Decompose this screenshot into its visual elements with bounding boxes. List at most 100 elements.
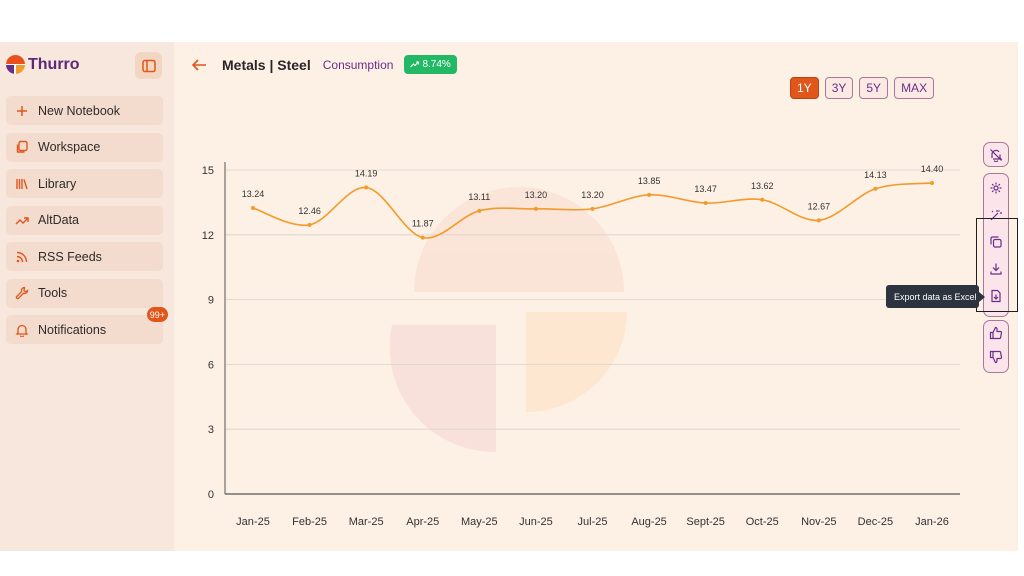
- series-points: [251, 180, 934, 240]
- sidebar-item-new-notebook[interactable]: New Notebook: [6, 96, 163, 125]
- y-tick-label: 15: [202, 165, 214, 177]
- settings-button[interactable]: [985, 174, 1007, 201]
- export-tooltip: Export data as Excel: [886, 285, 985, 308]
- notification-count-badge: 99+: [146, 307, 168, 322]
- library-icon: [16, 178, 28, 189]
- data-point: [590, 206, 595, 211]
- x-tick-label: Mar-25: [349, 516, 384, 528]
- x-tick-label: Jan-25: [236, 516, 270, 528]
- page-title: Metals | Steel: [222, 56, 311, 73]
- thumbs-up-button[interactable]: [985, 321, 1007, 345]
- sidebar-item-workspace[interactable]: Workspace: [6, 132, 163, 162]
- y-tick-label: 12: [202, 230, 214, 242]
- data-label: 12.46: [298, 206, 321, 216]
- range-3y-button[interactable]: 3Y: [824, 77, 854, 99]
- y-axis-ticks: 0 3 6 9 12 15: [202, 165, 214, 501]
- thumbs-up-icon: [989, 326, 1003, 340]
- feedback-toolbar: [983, 320, 1009, 373]
- x-tick-label: Dec-25: [858, 516, 893, 528]
- rss-icon: [16, 251, 28, 262]
- data-label: 13.20: [525, 190, 548, 200]
- data-point: [816, 218, 821, 223]
- trend-up-icon: [410, 61, 420, 68]
- back-arrow-icon[interactable]: [190, 57, 208, 73]
- page-subtitle: Consumption: [322, 57, 394, 72]
- app-frame: Thurro New Notebook Workspace Library Al…: [0, 42, 1024, 551]
- sidebar-panel-icon: [141, 59, 156, 72]
- y-tick-label: 9: [208, 295, 214, 307]
- sidebar-item-altdata[interactable]: AltData: [6, 205, 163, 235]
- file-export-icon: [991, 289, 1001, 302]
- x-tick-label: Apr-25: [406, 516, 439, 528]
- trend-icon: [15, 217, 29, 225]
- page-header: Metals | Steel Consumption 8.74%: [190, 55, 457, 74]
- main-panel: 0 3 6 9 12 15 Jan-25 Feb-25 Mar-25 Apr-25 May-25 J…: [174, 42, 1018, 551]
- alert-toolbar: [983, 142, 1009, 167]
- mute-alert-button[interactable]: [985, 143, 1007, 166]
- sidebar-item-label: RSS Feeds: [38, 249, 102, 264]
- watermark-logo: [389, 187, 627, 453]
- change-value: 8.74%: [422, 59, 451, 70]
- range-1y-button[interactable]: 1Y: [790, 77, 819, 99]
- brand-logo[interactable]: Thurro: [6, 55, 80, 74]
- data-point: [703, 201, 708, 206]
- sidebar-item-label: Workspace: [38, 140, 101, 154]
- sidebar-item-label: Library: [38, 176, 77, 191]
- export-excel-button[interactable]: [985, 282, 1007, 309]
- magic-wand-button[interactable]: [985, 201, 1007, 228]
- thumbs-down-button[interactable]: [985, 345, 1007, 369]
- range-5y-button[interactable]: 5Y: [859, 77, 889, 99]
- data-label: 13.24: [242, 189, 265, 199]
- data-point: [251, 206, 255, 211]
- x-tick-label: Jan-26: [915, 516, 949, 528]
- data-point: [307, 222, 312, 227]
- sidebar-item-notifications[interactable]: Notifications 99+: [6, 307, 168, 344]
- sidebar-item-label: New Notebook: [38, 103, 120, 118]
- sidebar: Thurro New Notebook Workspace Library Al…: [0, 42, 174, 551]
- wrench-icon: [15, 286, 29, 300]
- x-tick-label: Jun-25: [519, 516, 553, 528]
- x-tick-label: Nov-25: [801, 516, 836, 528]
- data-label: 14.19: [355, 168, 378, 178]
- data-label: 11.87: [412, 219, 434, 229]
- sidebar-item-label: Tools: [38, 286, 68, 300]
- magic-wand-icon: [990, 209, 1002, 220]
- data-label: 12.67: [808, 201, 831, 211]
- y-tick-label: 6: [208, 359, 214, 371]
- sidebar-item-label: Notifications: [38, 322, 107, 337]
- sidebar-item-library[interactable]: Library: [6, 169, 163, 198]
- sidebar-toggle-button[interactable]: [135, 52, 162, 79]
- data-point: [477, 208, 482, 213]
- data-label: 14.40: [921, 164, 944, 174]
- data-label: 13.85: [638, 176, 661, 186]
- annotation-highlight-box: [976, 218, 1018, 312]
- data-point: [420, 235, 425, 240]
- brand-name: Thurro: [28, 55, 80, 73]
- chart-actions-toolbar: [983, 173, 1009, 317]
- bell-off-icon: [990, 148, 1003, 162]
- x-tick-label: May-25: [461, 516, 498, 528]
- data-point: [930, 180, 934, 185]
- range-selector: 1Y 3Y 5Y MAX: [790, 77, 935, 99]
- data-labels: 13.24 12.46 14.19 11.87 13.11 13.20 13.20 13.85…: [242, 164, 944, 229]
- y-tick-label: 3: [208, 424, 214, 436]
- sidebar-item-rss-feeds[interactable]: RSS Feeds: [6, 242, 163, 271]
- data-label: 13.62: [751, 181, 774, 191]
- x-tick-label: Aug-25: [631, 516, 666, 528]
- x-tick-label: Sept-25: [686, 516, 725, 528]
- download-button[interactable]: [985, 255, 1007, 282]
- sidebar-nav: New Notebook Workspace Library AltData R…: [6, 96, 168, 352]
- x-tick-label: Jul-25: [578, 516, 608, 528]
- data-label: 13.20: [581, 190, 604, 200]
- data-label: 13.11: [468, 192, 490, 202]
- plus-icon: [17, 105, 27, 116]
- sidebar-item-tools[interactable]: Tools: [6, 278, 163, 308]
- range-max-button[interactable]: MAX: [894, 77, 935, 99]
- download-icon: [990, 263, 1002, 275]
- data-point: [364, 185, 369, 190]
- copy-button[interactable]: [985, 228, 1007, 255]
- bell-icon: [15, 324, 29, 337]
- gear-icon: [990, 182, 1002, 193]
- chart-gridlines: [224, 162, 960, 495]
